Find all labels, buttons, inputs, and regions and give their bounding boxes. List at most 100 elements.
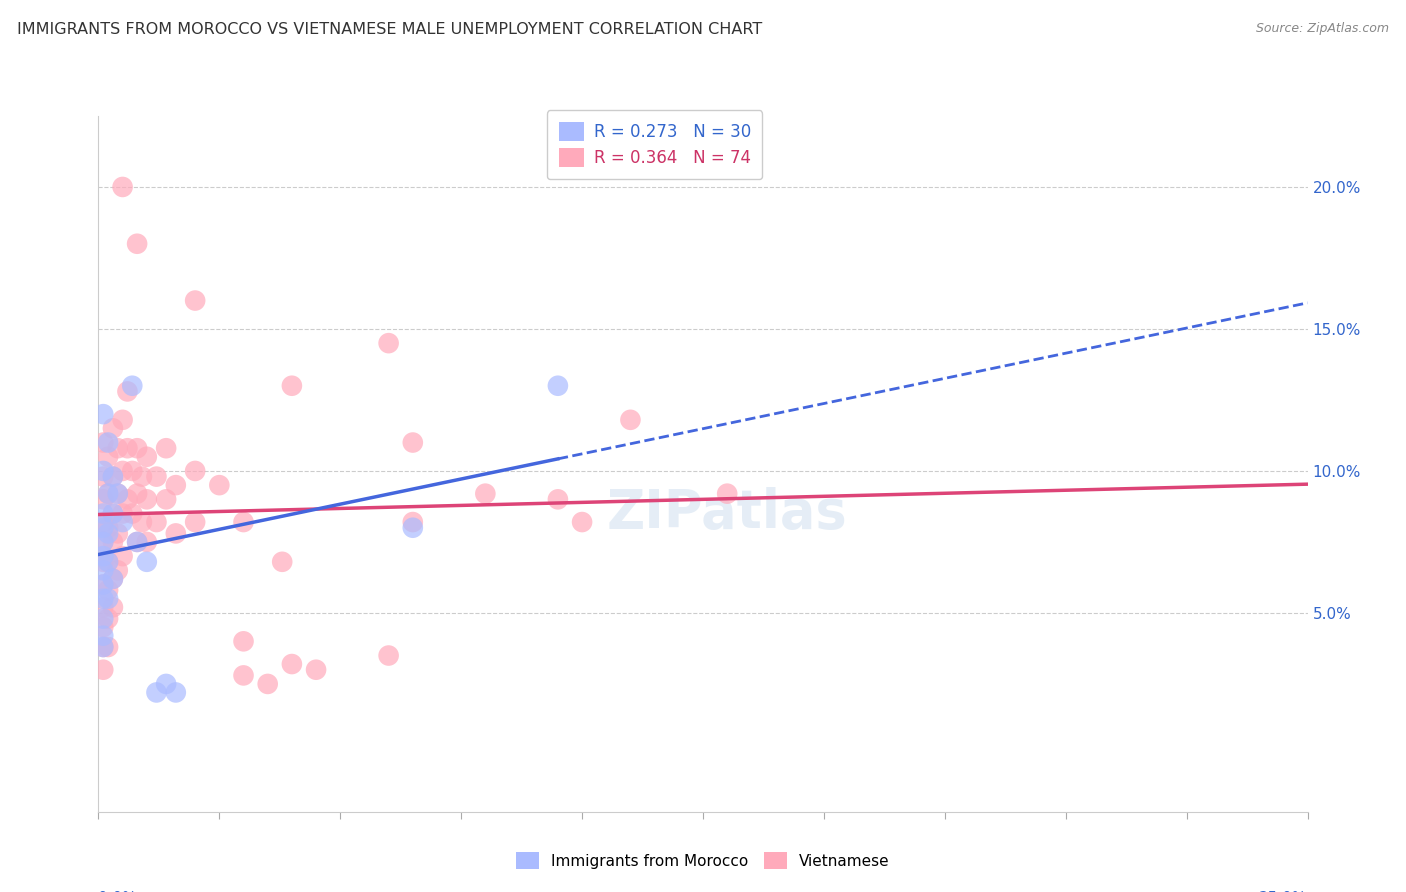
Point [91, 492, 114, 507]
Point [377, 336, 399, 351]
Point [127, 236, 149, 251]
Point [402, 515, 425, 529]
Point [91, 535, 114, 549]
Point [91, 535, 114, 549]
Text: ZIPatlas: ZIPatlas [607, 486, 848, 539]
Point [131, 515, 153, 529]
Point [91, 549, 114, 563]
Point [155, 677, 177, 691]
Point [91, 555, 114, 569]
Point [97, 583, 120, 598]
Point [91, 629, 114, 643]
Point [121, 464, 143, 478]
Point [145, 469, 167, 483]
Point [474, 486, 496, 500]
Point [121, 378, 143, 392]
Point [271, 555, 294, 569]
Legend: R = 0.273   N = 30, R = 0.364   N = 74: R = 0.273 N = 30, R = 0.364 N = 74 [547, 111, 762, 179]
Point [131, 469, 153, 483]
Point [111, 464, 134, 478]
Point [619, 413, 641, 427]
Point [91, 515, 114, 529]
Point [107, 486, 129, 500]
Point [107, 441, 129, 455]
Point [117, 492, 139, 507]
Point [232, 668, 254, 682]
Point [111, 413, 134, 427]
Point [97, 486, 120, 500]
Point [117, 384, 139, 399]
Point [97, 612, 120, 626]
Point [135, 492, 157, 507]
Point [101, 469, 124, 483]
Point [547, 378, 569, 392]
Point [127, 535, 149, 549]
Point [135, 535, 157, 549]
Point [155, 492, 177, 507]
Point [402, 521, 425, 535]
Point [145, 515, 167, 529]
Point [101, 507, 124, 521]
Point [91, 591, 114, 606]
Point [111, 507, 134, 521]
Point [107, 486, 129, 500]
Point [101, 600, 124, 615]
Point [91, 620, 114, 634]
Point [111, 549, 134, 563]
Point [101, 535, 124, 549]
Point [184, 464, 207, 478]
Point [91, 521, 114, 535]
Point [97, 521, 120, 535]
Point [97, 640, 120, 654]
Point [97, 555, 120, 569]
Point [91, 563, 114, 577]
Point [127, 486, 149, 500]
Point [127, 441, 149, 455]
Point [117, 441, 139, 455]
Point [256, 677, 278, 691]
Point [111, 180, 134, 194]
Point [91, 407, 114, 421]
Point [165, 685, 187, 699]
Point [91, 577, 114, 591]
Point [91, 577, 114, 591]
Point [121, 507, 143, 521]
Point [135, 450, 157, 464]
Point [165, 478, 187, 492]
Point [91, 612, 114, 626]
Point [145, 685, 167, 699]
Point [716, 486, 738, 500]
Point [184, 293, 207, 308]
Point [155, 441, 177, 455]
Point [91, 600, 114, 615]
Point [91, 640, 114, 654]
Point [97, 486, 120, 500]
Point [232, 634, 254, 648]
Point [91, 663, 114, 677]
Point [97, 555, 120, 569]
Point [91, 469, 114, 483]
Text: Source: ZipAtlas.com: Source: ZipAtlas.com [1256, 22, 1389, 36]
Point [101, 572, 124, 586]
Point [208, 478, 231, 492]
Point [127, 535, 149, 549]
Point [91, 464, 114, 478]
Point [232, 515, 254, 529]
Point [305, 663, 328, 677]
Point [402, 435, 425, 450]
Point [184, 515, 207, 529]
Point [97, 526, 120, 541]
Text: IMMIGRANTS FROM MOROCCO VS VIETNAMESE MALE UNEMPLOYMENT CORRELATION CHART: IMMIGRANTS FROM MOROCCO VS VIETNAMESE MA… [17, 22, 762, 37]
Point [107, 563, 129, 577]
Point [101, 421, 124, 435]
Point [281, 378, 304, 392]
Point [91, 640, 114, 654]
Point [97, 450, 120, 464]
Point [377, 648, 399, 663]
Point [91, 507, 114, 521]
Point [107, 526, 129, 541]
Point [111, 515, 134, 529]
Point [165, 526, 187, 541]
Point [101, 469, 124, 483]
Point [135, 555, 157, 569]
